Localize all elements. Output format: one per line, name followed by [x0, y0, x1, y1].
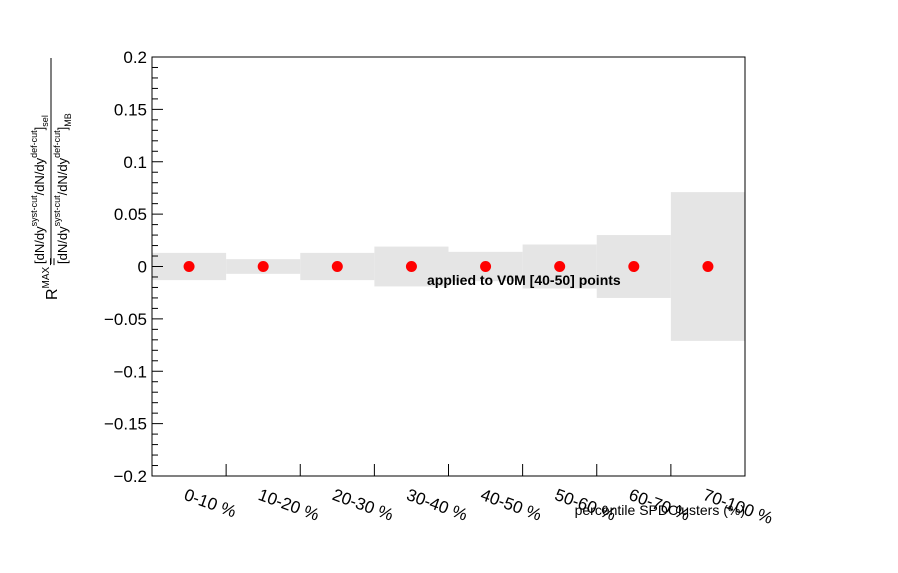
y-tick-label: −0.05	[104, 310, 147, 329]
data-point	[257, 261, 269, 272]
data-points	[183, 261, 714, 272]
data-point	[554, 261, 566, 272]
y-tick-label: 0	[138, 258, 147, 277]
y-title-r: R	[44, 288, 61, 300]
data-point	[628, 261, 640, 272]
y-tick-label: 0.1	[123, 153, 147, 172]
data-point	[480, 261, 492, 272]
annotation: applied to V0M [40-50] points	[427, 272, 621, 288]
svg-text:[dN/dysyst-cut/dN/dydef-cut]se: [dN/dysyst-cut/dN/dydef-cut]sel	[29, 115, 50, 264]
x-tick-label: 20-30 %	[330, 485, 396, 525]
x-tick-label: 40-50 %	[478, 485, 544, 525]
y-tick-label: −0.1	[113, 362, 147, 381]
data-point	[183, 261, 195, 272]
uncertainty-bands	[152, 192, 745, 341]
x-tick-label: 10-20 %	[256, 485, 322, 525]
x-tick-label: 30-40 %	[404, 485, 470, 525]
y-tick-label: 0.2	[123, 48, 147, 67]
y-tick-label: −0.15	[104, 415, 147, 434]
data-point	[405, 261, 417, 272]
x-axis: 0-10 % 10-20 % 20-30 % 30-40 % 40-50 % 50-60 …	[182, 464, 775, 528]
data-point	[331, 261, 343, 272]
data-point	[702, 261, 714, 272]
x-tick-label: 0-10 %	[182, 485, 239, 521]
y-tick-label: 0.05	[114, 205, 147, 224]
y-tick-label: 0.15	[114, 100, 147, 119]
y-title-eq: =	[44, 258, 60, 266]
svg-text:[dN/dysyst-cut/dN/dydef-cut]MB: [dN/dysyst-cut/dN/dydef-cut]MB	[52, 113, 73, 264]
y-axis-title: RMAX= [dN/dysyst-cut/dN/dydef-cut]sel [d…	[29, 58, 73, 300]
y-axis: −0.2 −0.15 −0.1 −0.05 0 0.05 0.1 0.15 0.2	[104, 48, 163, 486]
x-axis-title: percentile SPDClusters (%)	[575, 502, 745, 518]
y-tick-label: −0.2	[113, 467, 147, 486]
y-title-r-sup: MAX	[41, 266, 52, 288]
svg-text:RMAX=: RMAX=	[41, 258, 61, 300]
